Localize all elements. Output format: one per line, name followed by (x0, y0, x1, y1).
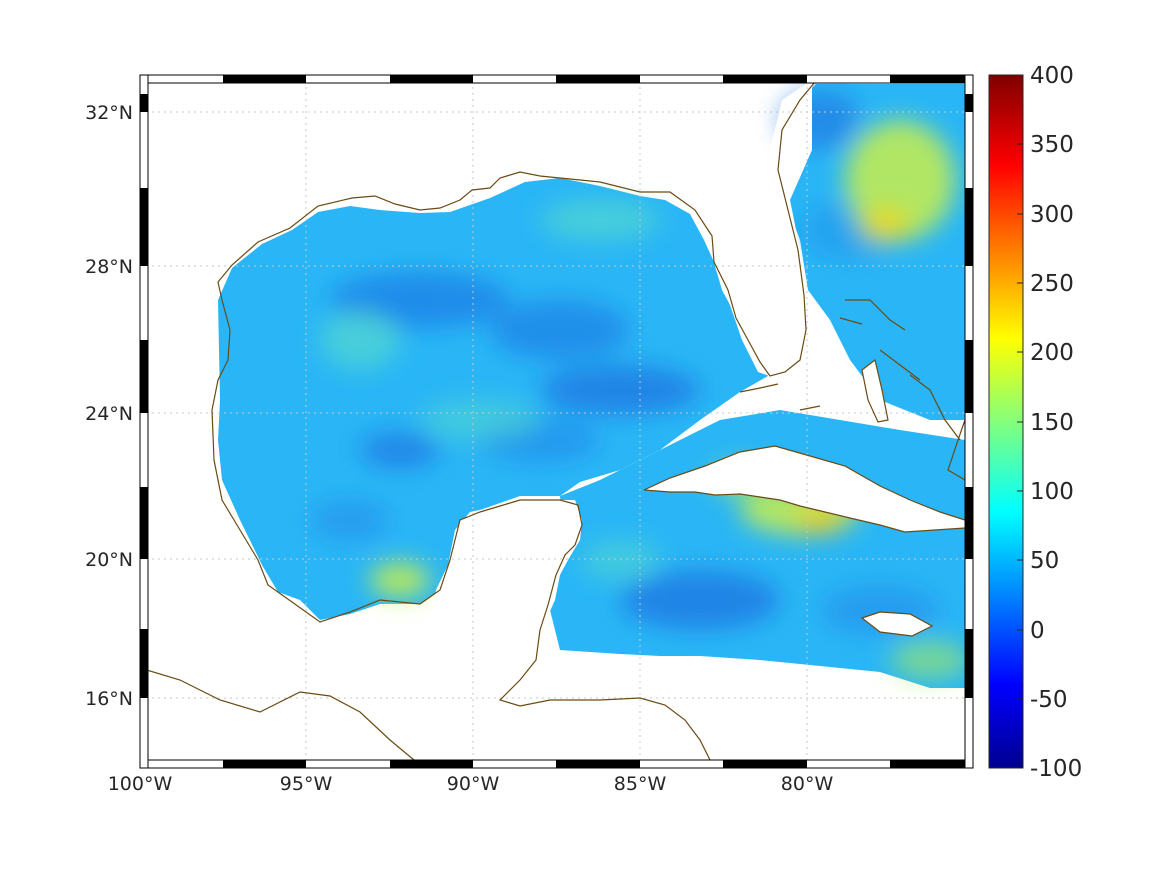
mexico-coastline (211, 299, 711, 761)
coastlines (140, 75, 966, 766)
florida-keys (739, 383, 821, 411)
map-frame (139, 74, 974, 769)
cbar-label-neg100: -100 (1030, 756, 1082, 782)
lon-label-95w: 95°W (280, 773, 333, 795)
cbar-label-300: 300 (1030, 202, 1074, 228)
lon-label-85w: 85°W (614, 773, 667, 795)
lat-label-20n: 20°N (85, 549, 133, 571)
lat-tick-labels: 32°N 28°N 24°N 20°N 16°N (85, 102, 133, 710)
jamaica-land (862, 612, 932, 636)
cbar-label-250: 250 (1030, 271, 1074, 297)
cbar-label-neg50: -50 (1030, 687, 1068, 713)
gulf-coastline (217, 75, 821, 377)
hispaniola-coastline (947, 419, 966, 481)
cbar-label-350: 350 (1030, 132, 1074, 158)
central-america-coastline (140, 667, 421, 766)
cuba-land (644, 446, 965, 532)
lon-label-90w: 90°W (447, 773, 500, 795)
cbar-label-400: 400 (1030, 63, 1074, 89)
map-grid (140, 75, 973, 768)
bahamas-coastline (839, 299, 961, 441)
data-field (218, 80, 970, 690)
lat-label-28n: 28°N (85, 256, 133, 278)
lon-tick-labels: 100°W 95°W 90°W 85°W 80°W (108, 773, 834, 795)
cbar-label-200: 200 (1030, 340, 1074, 366)
colorbar: 400 350 300 250 200 150 100 50 0 -50 -10… (988, 63, 1082, 782)
lat-label-32n: 32°N (85, 102, 133, 124)
lat-label-16n: 16°N (85, 688, 133, 710)
lon-label-100w: 100°W (108, 773, 173, 795)
colorbar-tick-labels: 400 350 300 250 200 150 100 50 0 -50 -10… (1030, 63, 1082, 782)
cbar-label-0: 0 (1030, 618, 1045, 644)
cbar-label-150: 150 (1030, 410, 1074, 436)
lat-label-24n: 24°N (85, 403, 133, 425)
cuba-coastline (643, 445, 966, 533)
bahamas-land (862, 360, 888, 422)
field-anomalies (310, 90, 970, 680)
cbar-label-50: 50 (1030, 548, 1059, 574)
lon-label-80w: 80°W (781, 773, 834, 795)
yucatan-land (430, 500, 582, 690)
cbar-label-100: 100 (1030, 479, 1074, 505)
jamaica-coastline (860, 611, 934, 637)
